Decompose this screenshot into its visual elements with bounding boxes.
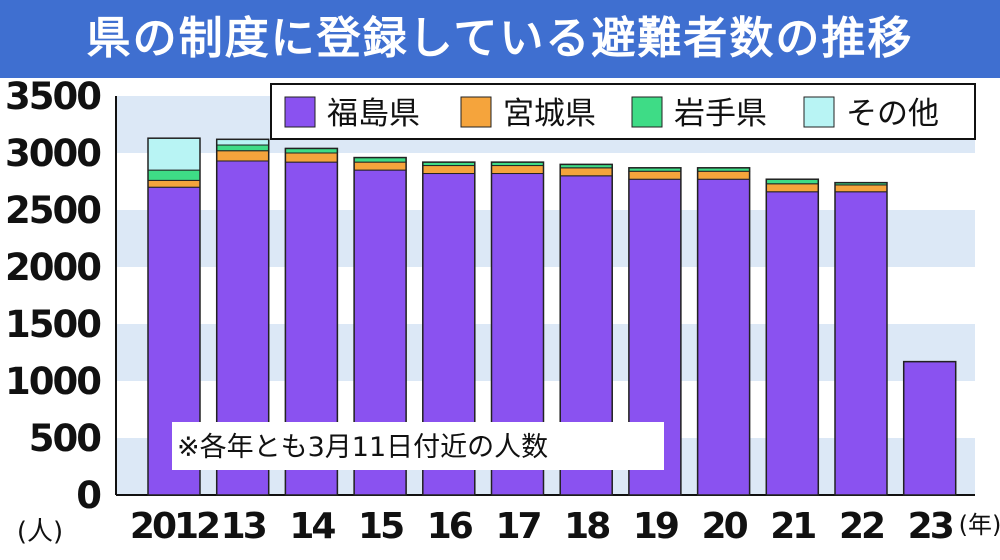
bar-outline — [628, 167, 682, 496]
x-axis-unit: (年) — [959, 511, 1000, 539]
x-tick-label: 20 — [702, 506, 748, 547]
legend-label: 福島県 — [327, 96, 420, 132]
bar-segment — [491, 165, 544, 175]
x-tick-label: 16 — [427, 506, 473, 547]
x-tick-label: 15 — [358, 506, 403, 547]
bar-outline — [834, 181, 888, 496]
legend-swatch — [631, 96, 663, 128]
bar-segment — [216, 138, 270, 146]
legend-label: その他 — [846, 96, 939, 132]
x-tick-label: 19 — [633, 506, 678, 547]
y-tick-label: 3500 — [5, 78, 100, 118]
x-tick-label: 14 — [289, 506, 335, 547]
note-box — [172, 422, 664, 470]
bar-segment — [147, 179, 201, 188]
bar-segment — [697, 170, 751, 180]
bar-outline — [559, 163, 613, 496]
title-bar — [0, 0, 1000, 78]
legend-label: 宮城県 — [503, 96, 596, 132]
y-axis-unit: (人) — [17, 517, 63, 547]
bar-segment — [628, 170, 682, 180]
y-tick-label: 1500 — [5, 303, 100, 346]
bar-segment — [216, 144, 270, 152]
bar-segment — [765, 191, 819, 496]
bar-segment — [834, 184, 888, 193]
x-tick-label: 13 — [221, 506, 266, 547]
y-tick-label: 2000 — [5, 246, 100, 289]
bar-segment — [147, 169, 201, 181]
legend-swatch — [803, 96, 835, 128]
x-tick-label: 23 — [908, 506, 953, 547]
x-tick-label: 21 — [770, 506, 815, 547]
bar-outline — [215, 138, 270, 496]
bar-outline — [353, 156, 407, 496]
y-tick-label: 3000 — [5, 132, 100, 175]
chart: 0 500 1000 1500 2000 2500 3000 3500 (人) 2012 13 14 1… — [5, 78, 1000, 547]
x-tick-label: 2012 — [130, 506, 218, 547]
legend-swatch — [284, 96, 316, 128]
bar-segment — [422, 165, 476, 175]
y-tick-label: 500 — [29, 417, 100, 460]
bar-outline — [902, 360, 957, 496]
x-tick-label: 17 — [495, 506, 540, 547]
bar-outline — [422, 161, 476, 496]
x-tick-label: 18 — [564, 506, 609, 547]
legend-label: 岩手県 — [674, 96, 767, 132]
note-text: ※各年とも3月11日付近の人数 — [177, 432, 548, 463]
bar-segment — [147, 137, 201, 171]
bar-segment — [765, 183, 819, 193]
chart-title: 県の制度に登録している避難者数の推移 — [86, 13, 914, 64]
bar-outline — [490, 161, 545, 496]
bar-outline — [147, 137, 201, 496]
x-tick-label: 22 — [839, 506, 883, 547]
bar-segment — [834, 191, 888, 496]
y-tick-label: 2500 — [5, 189, 100, 232]
bar-outline — [765, 178, 820, 496]
y-tick-label: 1000 — [5, 360, 100, 403]
bar-segment — [559, 167, 613, 177]
bar-segment — [353, 161, 407, 171]
bar-outline — [696, 167, 751, 496]
legend-swatch — [460, 96, 492, 128]
bar-segment — [903, 361, 957, 496]
bar-outline — [284, 147, 339, 496]
legend-box — [270, 83, 976, 140]
bar-segment — [284, 152, 338, 163]
bar-segment — [216, 150, 270, 162]
bar-segment — [697, 178, 751, 496]
y-tick-label: 0 — [76, 474, 100, 517]
